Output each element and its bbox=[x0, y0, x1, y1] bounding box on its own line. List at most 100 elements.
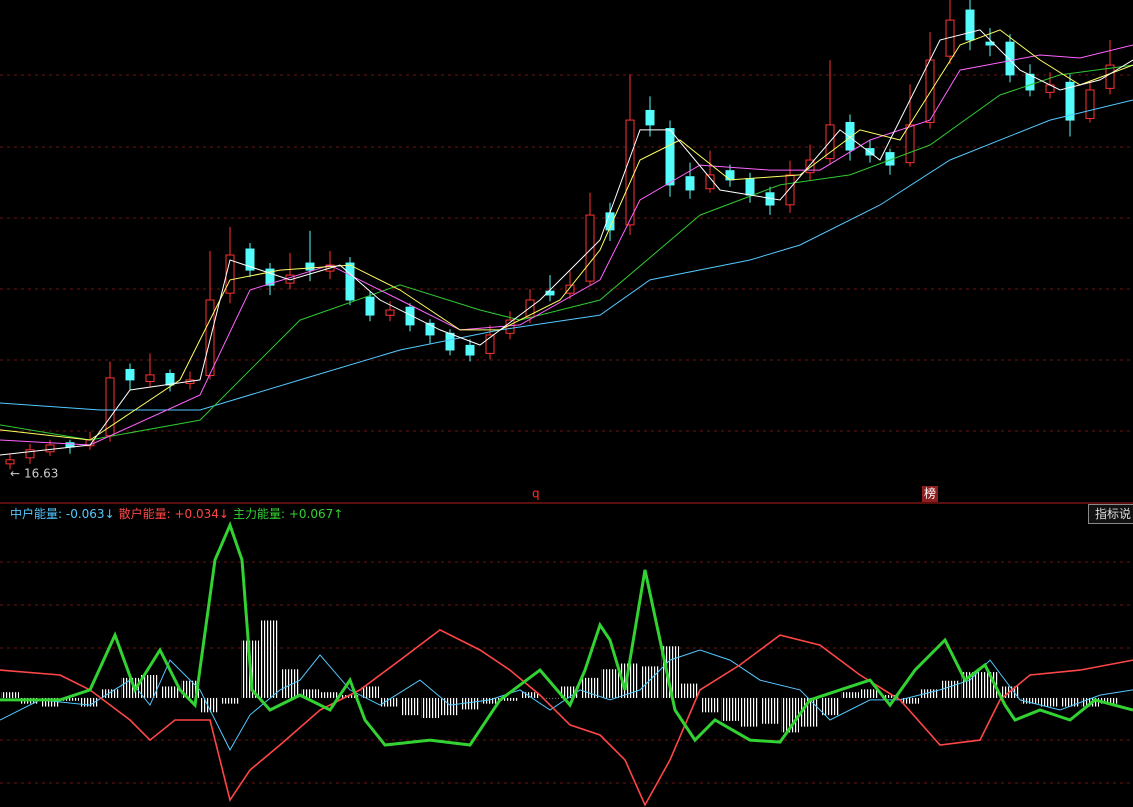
candle-body bbox=[385, 309, 395, 316]
legend-text: +0.067 bbox=[288, 507, 334, 521]
histogram-bar bbox=[1, 692, 19, 698]
candle-body bbox=[465, 344, 475, 356]
candle-body bbox=[545, 290, 555, 296]
histogram-bar bbox=[161, 686, 179, 698]
histogram-bar bbox=[861, 689, 879, 698]
histogram-bar bbox=[41, 697, 59, 707]
candle-body bbox=[365, 296, 375, 316]
histogram-bar bbox=[81, 697, 99, 707]
candle-body bbox=[145, 374, 155, 383]
line bbox=[0, 521, 1133, 747]
legend-text: ↑ bbox=[333, 507, 344, 521]
candle-body bbox=[205, 299, 215, 376]
histogram-bar bbox=[821, 697, 839, 716]
line bbox=[0, 29, 1133, 441]
candle-body bbox=[1065, 81, 1075, 121]
separator: : bbox=[281, 507, 289, 521]
histogram-bar bbox=[501, 697, 519, 701]
histogram-bar bbox=[261, 620, 279, 698]
histogram-bar bbox=[381, 697, 399, 707]
histogram-bar bbox=[921, 689, 939, 698]
histogram-bar bbox=[141, 674, 159, 698]
histogram-bar bbox=[281, 669, 299, 698]
histogram-bar bbox=[981, 672, 999, 698]
histogram-bar bbox=[561, 686, 579, 698]
candle-body bbox=[5, 459, 15, 465]
histogram-bar bbox=[521, 692, 539, 698]
histogram-bar bbox=[641, 666, 659, 698]
line bbox=[0, 64, 1133, 441]
histogram-bar bbox=[341, 695, 359, 698]
histogram-bar bbox=[601, 669, 619, 698]
candle-body bbox=[345, 262, 355, 301]
line bbox=[0, 29, 1133, 456]
histogram-bar bbox=[901, 697, 919, 704]
legend-text: ↓ bbox=[104, 507, 115, 521]
histogram-bar bbox=[741, 697, 759, 727]
candle-body bbox=[485, 334, 495, 354]
histogram-bar bbox=[401, 697, 419, 716]
candle-body bbox=[965, 9, 975, 41]
candle-body bbox=[265, 268, 275, 286]
legend-text: 散户能量 bbox=[118, 507, 167, 521]
histogram-bar bbox=[941, 680, 959, 698]
histogram-bar bbox=[321, 692, 339, 698]
histogram-bar bbox=[881, 695, 899, 698]
candle-body bbox=[445, 332, 455, 351]
histogram-bar bbox=[581, 677, 599, 698]
indicator-help-button[interactable]: 指标说 bbox=[1088, 504, 1133, 524]
candle-body bbox=[685, 176, 695, 191]
marker-box bbox=[922, 486, 938, 502]
line bbox=[0, 44, 1133, 446]
candle-body bbox=[845, 121, 855, 151]
candle-body bbox=[1085, 89, 1095, 119]
histogram-bar bbox=[701, 697, 719, 713]
histogram-bar bbox=[721, 697, 739, 721]
legend-text: 主力能量 bbox=[232, 507, 281, 521]
candle-body bbox=[665, 128, 675, 186]
low-label: 16.63 bbox=[24, 467, 58, 481]
histogram-bar bbox=[441, 697, 459, 716]
candle-body bbox=[725, 170, 735, 181]
histogram-bar bbox=[1061, 697, 1079, 707]
candle-body bbox=[865, 148, 875, 156]
histogram-bar bbox=[841, 692, 859, 698]
marker: 榜 bbox=[924, 486, 936, 501]
candle-body bbox=[565, 284, 575, 294]
histogram-bar bbox=[221, 697, 239, 704]
candle-body bbox=[165, 372, 175, 386]
histogram-bar bbox=[761, 697, 779, 724]
line bbox=[0, 628, 1133, 807]
histogram-bar bbox=[1101, 697, 1119, 704]
histogram-bar bbox=[421, 697, 439, 719]
legend-text: +0.034 bbox=[174, 507, 219, 521]
histogram-bar bbox=[1041, 697, 1059, 707]
candle-body bbox=[585, 214, 595, 282]
candle-body bbox=[425, 322, 435, 336]
candle-body bbox=[25, 449, 35, 459]
histogram-bar bbox=[301, 689, 319, 698]
histogram-bar bbox=[361, 686, 379, 698]
line bbox=[0, 99, 1133, 411]
legend-text: ↓ bbox=[218, 507, 229, 521]
histogram-bar bbox=[1021, 697, 1039, 704]
candle-body bbox=[625, 119, 635, 226]
histogram-bar bbox=[481, 697, 499, 704]
histogram-bar bbox=[61, 697, 79, 701]
marker: q bbox=[532, 487, 540, 501]
candle-body bbox=[645, 109, 655, 126]
candle-body bbox=[1005, 41, 1015, 76]
candle-body bbox=[125, 368, 135, 381]
histogram-bar bbox=[461, 697, 479, 710]
candle-body bbox=[745, 178, 755, 196]
histogram-bar bbox=[681, 683, 699, 698]
candle-body bbox=[805, 159, 815, 174]
candle-body bbox=[45, 444, 55, 453]
candle-body bbox=[305, 262, 315, 271]
legend-text: -0.063 bbox=[65, 507, 105, 521]
candle-body bbox=[1025, 73, 1035, 91]
candle-body bbox=[785, 174, 795, 206]
line bbox=[0, 649, 1133, 751]
